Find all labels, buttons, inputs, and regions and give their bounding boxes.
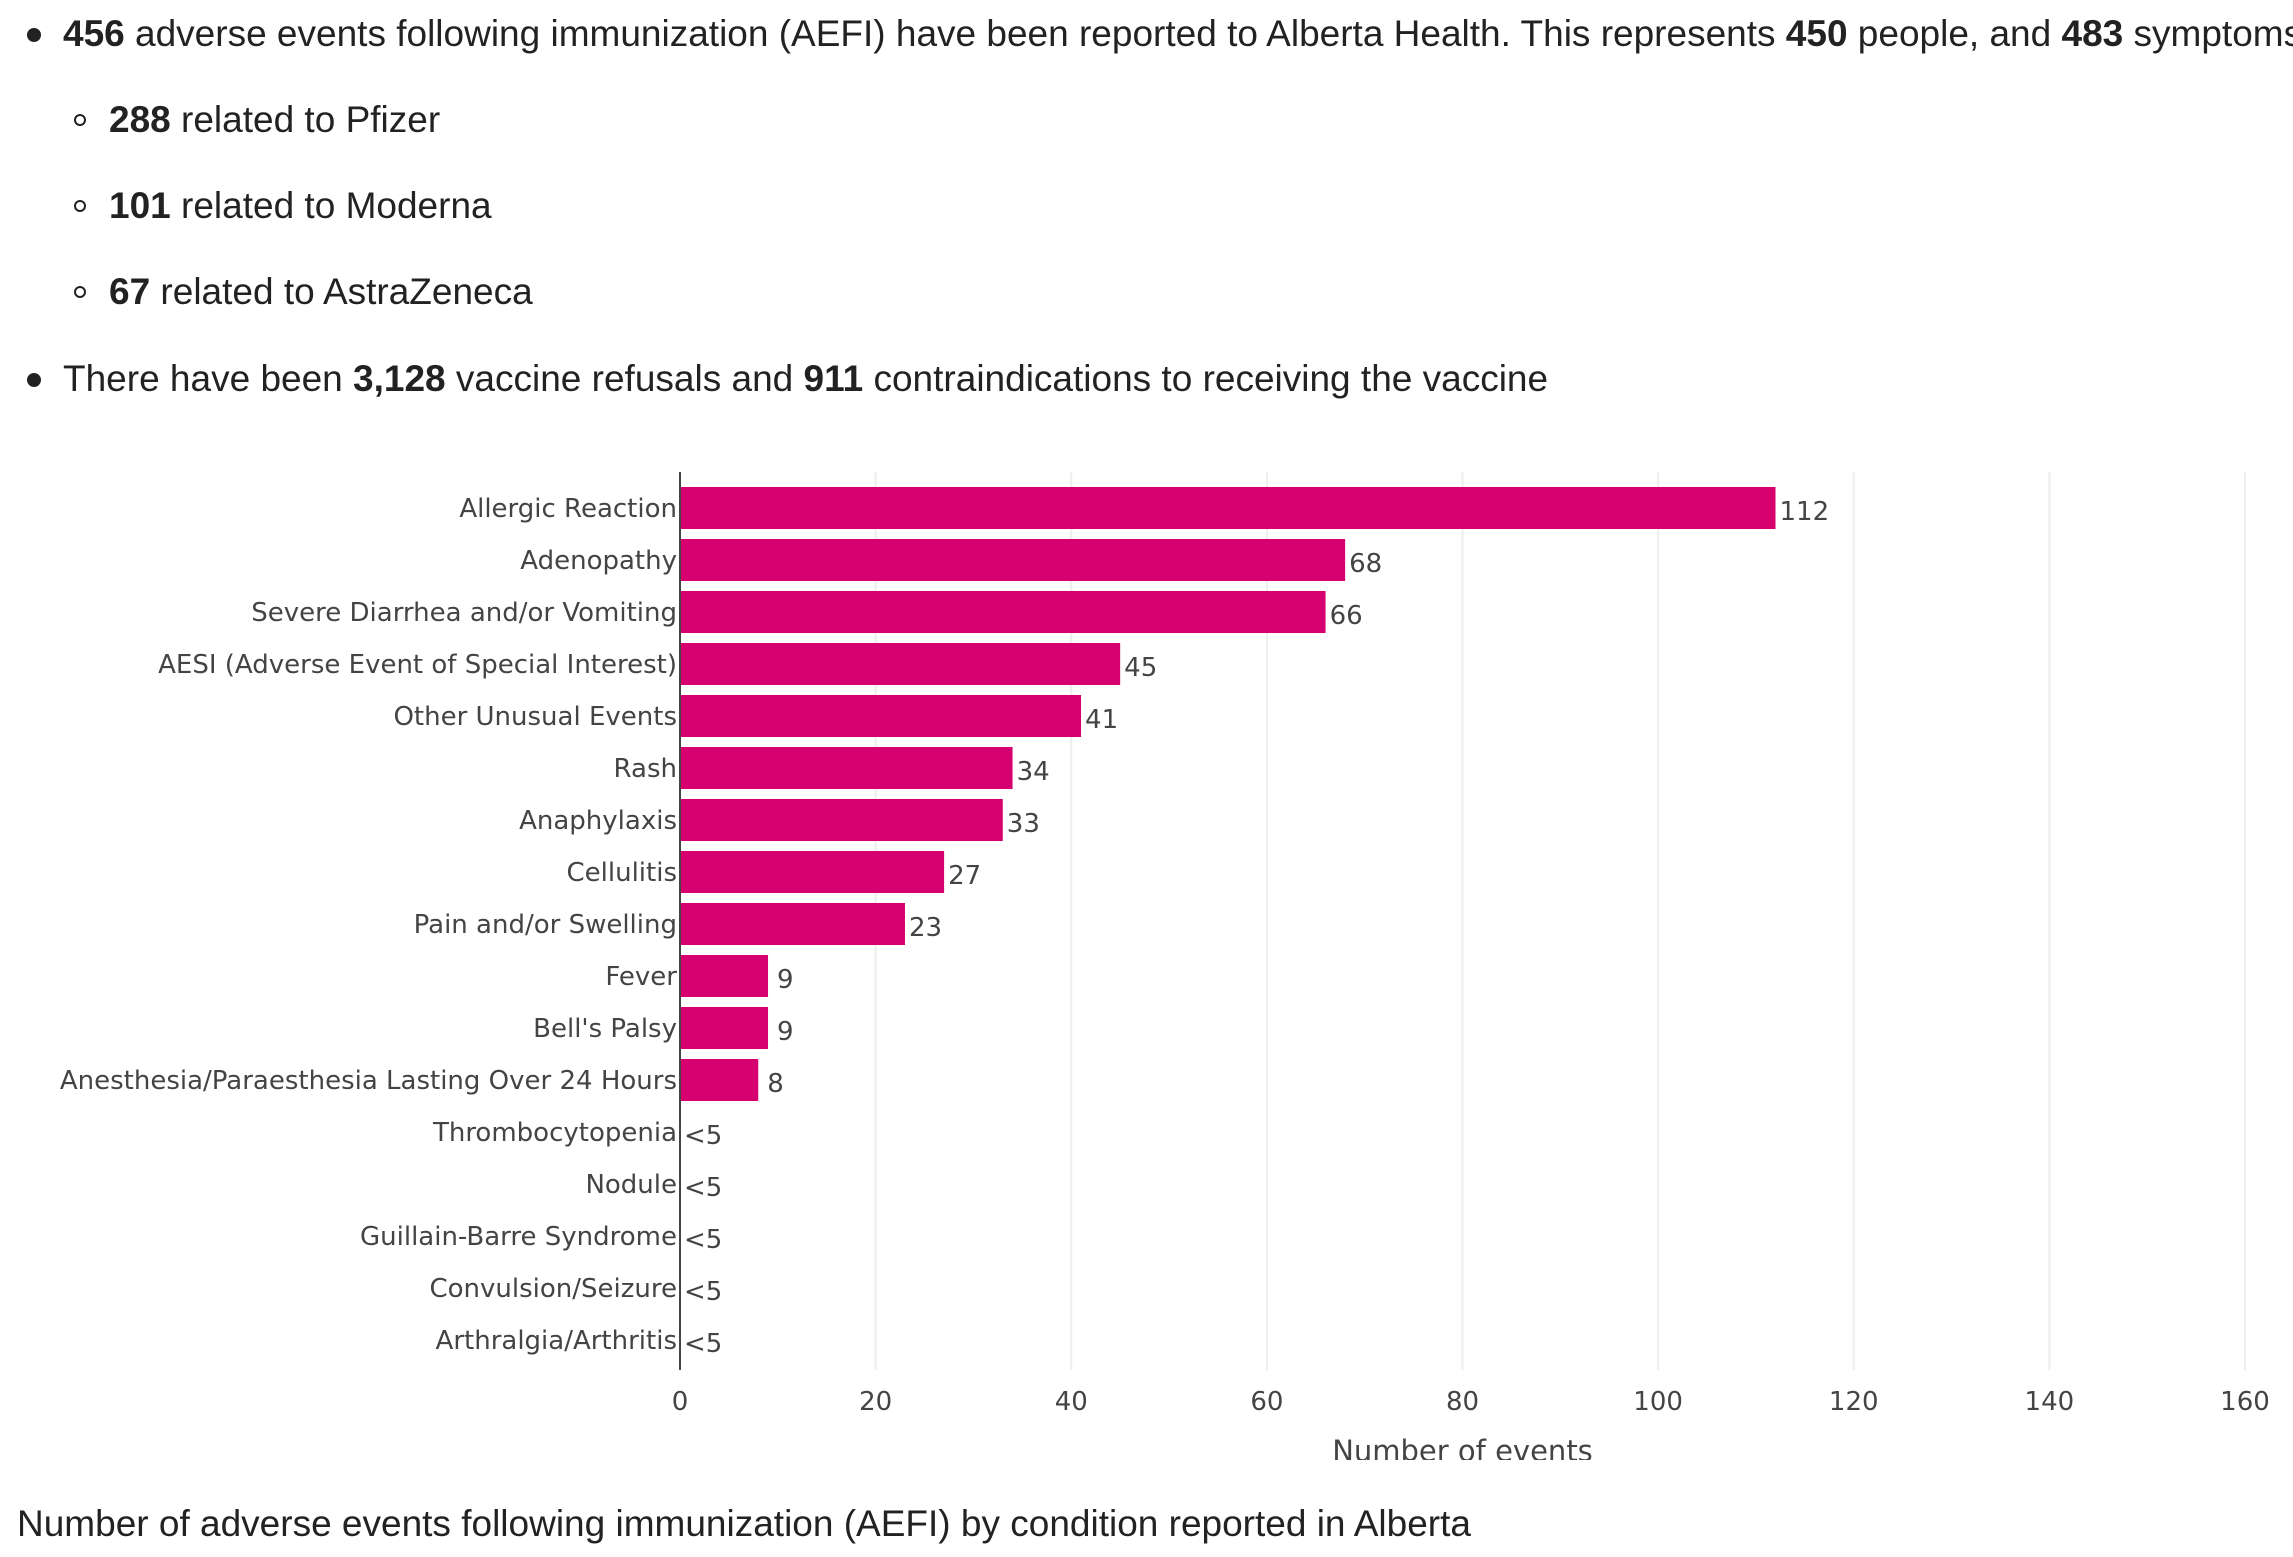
category-label: Convulsion/Seizure bbox=[429, 1274, 677, 1304]
contraindication-count: 911 bbox=[803, 358, 864, 399]
chart-bars bbox=[680, 487, 1776, 1101]
data-label: <5 bbox=[684, 1225, 722, 1255]
x-tick-label: 60 bbox=[1250, 1387, 1283, 1417]
x-tick-label: 40 bbox=[1055, 1387, 1088, 1417]
bar bbox=[680, 695, 1082, 737]
moderna-count: 101 bbox=[109, 185, 171, 226]
bar bbox=[680, 799, 1003, 841]
data-label: <5 bbox=[684, 1173, 722, 1203]
data-label: <5 bbox=[684, 1329, 722, 1359]
bar bbox=[680, 955, 769, 997]
chart-category-labels: Allergic Reaction Adenopathy Severe Diarrh… bbox=[60, 494, 677, 1356]
bar bbox=[680, 487, 1776, 529]
aefi-count: 456 bbox=[63, 13, 125, 54]
data-label: 9 bbox=[777, 965, 794, 995]
category-label: Anesthesia/Paraesthesia Lasting Over 24 … bbox=[60, 1066, 677, 1096]
bar bbox=[680, 539, 1346, 581]
category-label: AESI (Adverse Event of Special Interest) bbox=[158, 650, 677, 680]
data-label: <5 bbox=[684, 1277, 722, 1307]
x-tick-label: 140 bbox=[2025, 1387, 2075, 1417]
bar bbox=[680, 643, 1121, 685]
category-label: Arthralgia/Arthritis bbox=[436, 1326, 677, 1356]
category-label: Thrombocytopenia bbox=[432, 1118, 677, 1148]
data-label: 9 bbox=[777, 1017, 794, 1047]
category-label: Other Unusual Events bbox=[393, 702, 677, 732]
data-label: 68 bbox=[1349, 549, 1382, 579]
chart-caption: Number of adverse events following immun… bbox=[17, 1503, 1471, 1544]
data-label: 112 bbox=[1780, 497, 1830, 527]
category-label: Allergic Reaction bbox=[459, 494, 677, 524]
data-label: 45 bbox=[1124, 653, 1157, 683]
chart-x-ticks: 0 20 40 60 80 100 120 140 160 bbox=[672, 1387, 2270, 1417]
data-label: 66 bbox=[1330, 601, 1363, 631]
bar bbox=[680, 1059, 759, 1101]
data-label: 23 bbox=[909, 913, 942, 943]
category-label: Cellulitis bbox=[567, 858, 678, 888]
category-label: Rash bbox=[614, 754, 677, 784]
bar bbox=[680, 747, 1013, 789]
data-label: 8 bbox=[767, 1069, 784, 1099]
bullet-circle bbox=[74, 114, 86, 126]
data-label: <5 bbox=[684, 1121, 722, 1151]
bar bbox=[680, 851, 945, 893]
bar bbox=[680, 591, 1326, 633]
x-tick-label: 0 bbox=[672, 1387, 689, 1417]
x-tick-label: 80 bbox=[1446, 1387, 1479, 1417]
summary-text-aefi: 456 adverse events following immunizatio… bbox=[63, 13, 2293, 54]
symptom-count: 483 bbox=[2061, 13, 2124, 54]
category-label: Adenopathy bbox=[520, 546, 677, 576]
data-label: 27 bbox=[948, 861, 981, 891]
category-label: Anaphylaxis bbox=[519, 806, 677, 836]
x-axis-title: Number of events bbox=[1332, 1434, 1593, 1460]
data-label: 33 bbox=[1007, 809, 1040, 839]
category-label: Fever bbox=[605, 962, 677, 992]
x-tick-label: 120 bbox=[1829, 1387, 1879, 1417]
x-tick-label: 20 bbox=[859, 1387, 892, 1417]
category-label: Pain and/or Swelling bbox=[414, 910, 677, 940]
bullet-dot bbox=[27, 28, 41, 42]
data-label: 34 bbox=[1017, 757, 1050, 787]
bar bbox=[680, 903, 905, 945]
refusal-count: 3,128 bbox=[353, 358, 446, 399]
bullet-dot bbox=[27, 373, 41, 387]
bar bbox=[680, 1007, 769, 1049]
category-label: Guillain-Barre Syndrome bbox=[360, 1222, 677, 1252]
category-label: Nodule bbox=[585, 1170, 677, 1200]
data-label: 41 bbox=[1085, 705, 1118, 735]
x-tick-label: 160 bbox=[2220, 1387, 2270, 1417]
bullet-circle bbox=[74, 200, 86, 212]
summary-text-refusals: There have been 3,128 vaccine refusals a… bbox=[63, 358, 1549, 399]
category-label: Severe Diarrhea and/or Vomiting bbox=[251, 598, 677, 628]
astrazeneca-count: 67 bbox=[109, 271, 151, 312]
category-label: Bell's Palsy bbox=[533, 1014, 677, 1044]
people-count: 450 bbox=[1785, 13, 1848, 54]
bullet-circle bbox=[74, 286, 86, 298]
pfizer-count: 288 bbox=[109, 99, 171, 140]
x-tick-label: 100 bbox=[1633, 1387, 1683, 1417]
